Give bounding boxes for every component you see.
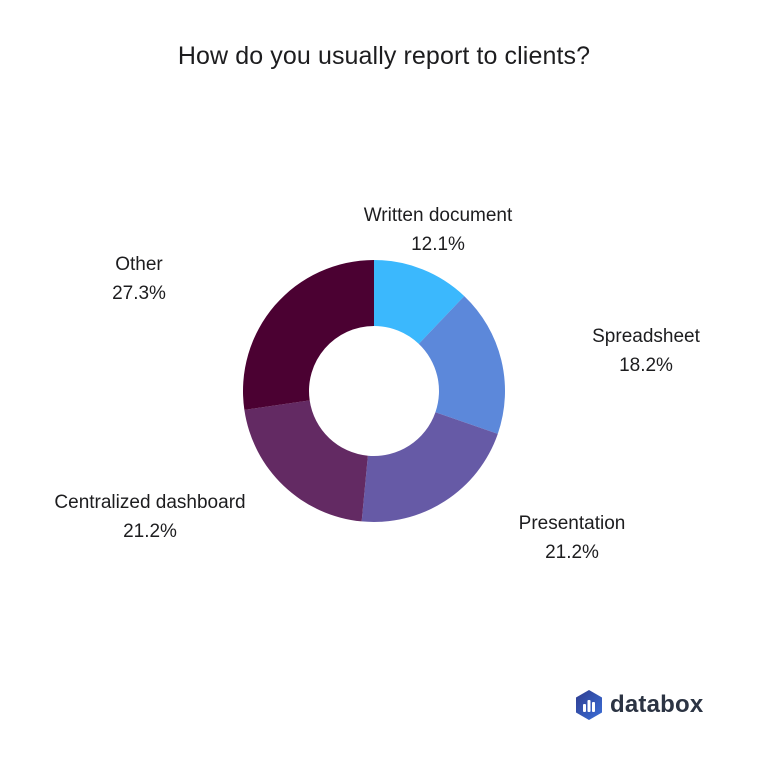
slice-label-centralized-dashboard: Centralized dashboard 21.2% bbox=[20, 488, 280, 546]
slice-label-written-document: Written document 12.1% bbox=[308, 201, 568, 259]
slice-label-other: Other 27.3% bbox=[9, 250, 269, 308]
slice-value: 27.3% bbox=[112, 283, 166, 304]
slice-name: Spreadsheet bbox=[592, 326, 700, 347]
slice-name: Written document bbox=[363, 205, 513, 226]
chart-title: How do you usually report to clients? bbox=[177, 42, 591, 70]
donut-slice-written-document bbox=[374, 260, 465, 344]
slice-label-presentation: Presentation 21.2% bbox=[442, 509, 702, 567]
slice-name: Centralized dashboard bbox=[54, 492, 246, 513]
slice-value: 12.1% bbox=[411, 234, 465, 255]
slice-name: Other bbox=[115, 254, 163, 275]
slice-name: Presentation bbox=[518, 513, 626, 534]
donut-slice-spreadsheet bbox=[418, 296, 505, 434]
slice-label-spreadsheet: Spreadsheet 18.2% bbox=[516, 322, 768, 380]
donut-slice-other bbox=[243, 260, 374, 410]
slice-value: 21.2% bbox=[123, 521, 177, 542]
databox-logo-icon bbox=[576, 690, 602, 720]
donut-slice-centralized-dashboard bbox=[244, 400, 368, 522]
slice-value: 18.2% bbox=[619, 355, 673, 376]
donut-slice-presentation bbox=[361, 412, 498, 522]
slice-value: 21.2% bbox=[545, 542, 599, 563]
databox-logo-text: databox bbox=[610, 691, 704, 718]
databox-logo: databox bbox=[575, 688, 703, 722]
